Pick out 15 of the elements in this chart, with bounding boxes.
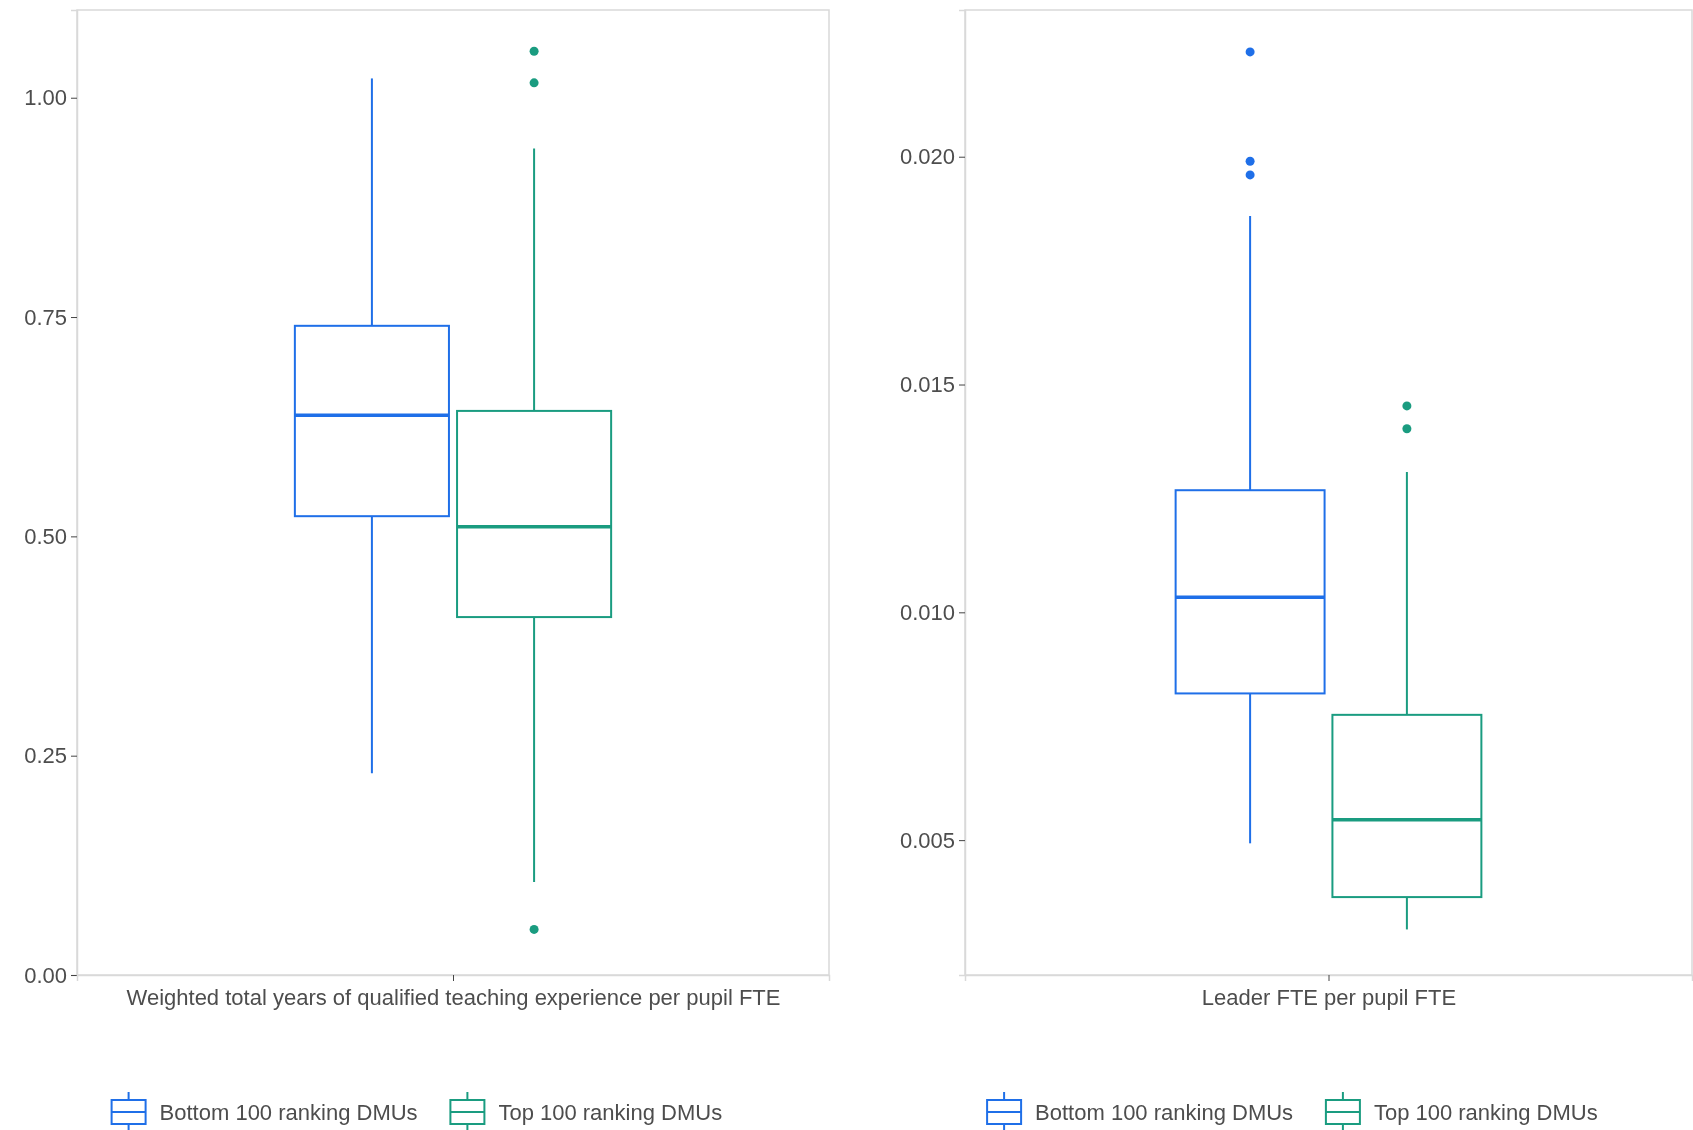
y-tick-label: 0.015	[899, 372, 955, 398]
y-tick-label: 0.50	[24, 523, 67, 549]
y-tick-label: 0.00	[24, 962, 67, 988]
x-tick-label: Weighted total years of qualified teaching experience per pupil FTE	[126, 984, 781, 1010]
x-tick-label: Leader FTE per pupil FTE	[1201, 984, 1457, 1010]
y-tick-label: 0.020	[899, 144, 955, 170]
legend-label: Bottom 100 ranking DMUs	[159, 1099, 418, 1125]
legend-label: Top 100 ranking DMUs	[1373, 1099, 1598, 1125]
y-tick-label: 0.75	[24, 304, 67, 330]
y-tick-label: 0.005	[899, 827, 955, 853]
y-tick-label: 0.25	[24, 743, 67, 769]
legend-label: Top 100 ranking DMUs	[498, 1099, 723, 1125]
legend-label: Bottom 100 ranking DMUs	[1035, 1099, 1294, 1125]
y-tick-label: 1.00	[24, 85, 67, 111]
y-tick-label: 0.010	[899, 599, 955, 625]
